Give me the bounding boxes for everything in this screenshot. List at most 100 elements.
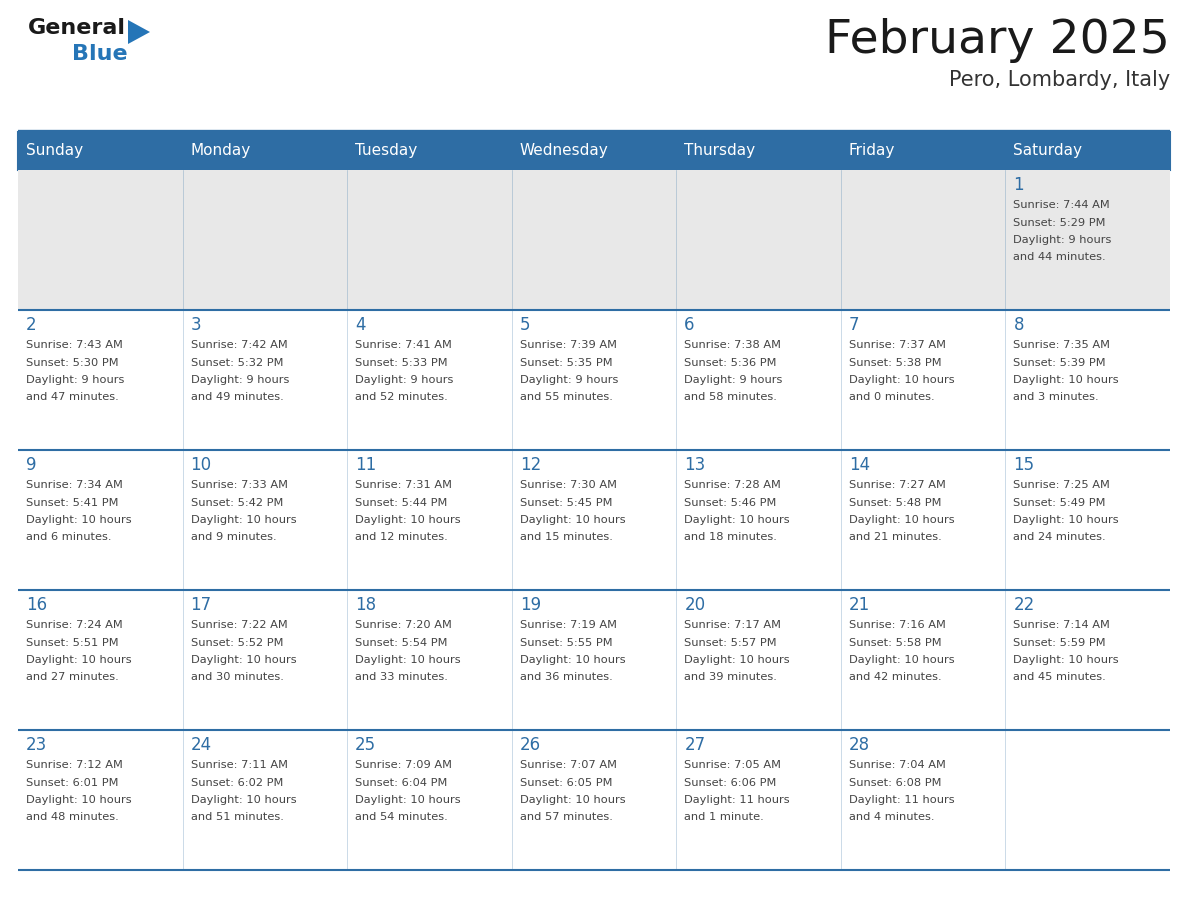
- Text: and 1 minute.: and 1 minute.: [684, 812, 764, 823]
- Text: and 39 minutes.: and 39 minutes.: [684, 673, 777, 682]
- Text: 3: 3: [190, 316, 201, 334]
- Bar: [18, 590, 1170, 730]
- Text: and 4 minutes.: and 4 minutes.: [849, 812, 934, 823]
- Text: Sunset: 5:46 PM: Sunset: 5:46 PM: [684, 498, 777, 508]
- Text: and 30 minutes.: and 30 minutes.: [190, 673, 284, 682]
- Text: and 44 minutes.: and 44 minutes.: [1013, 252, 1106, 263]
- Text: 24: 24: [190, 736, 211, 754]
- Text: 8: 8: [1013, 316, 1024, 334]
- Text: Sunrise: 7:05 AM: Sunrise: 7:05 AM: [684, 760, 782, 770]
- Text: 27: 27: [684, 736, 706, 754]
- Text: Sunrise: 7:24 AM: Sunrise: 7:24 AM: [26, 620, 122, 630]
- Text: and 6 minutes.: and 6 minutes.: [26, 532, 112, 543]
- Text: Daylight: 10 hours: Daylight: 10 hours: [684, 515, 790, 525]
- Text: Sunrise: 7:39 AM: Sunrise: 7:39 AM: [519, 340, 617, 350]
- Text: Sunset: 5:42 PM: Sunset: 5:42 PM: [190, 498, 283, 508]
- Text: Sunrise: 7:19 AM: Sunrise: 7:19 AM: [519, 620, 617, 630]
- Text: Sunset: 5:55 PM: Sunset: 5:55 PM: [519, 637, 612, 647]
- Text: and 48 minutes.: and 48 minutes.: [26, 812, 119, 823]
- Text: Saturday: Saturday: [1013, 143, 1082, 159]
- Text: Sunset: 5:57 PM: Sunset: 5:57 PM: [684, 637, 777, 647]
- Text: Sunrise: 7:38 AM: Sunrise: 7:38 AM: [684, 340, 782, 350]
- Text: Sunrise: 7:17 AM: Sunrise: 7:17 AM: [684, 620, 782, 630]
- Text: and 27 minutes.: and 27 minutes.: [26, 673, 119, 682]
- Text: and 0 minutes.: and 0 minutes.: [849, 393, 935, 402]
- Text: and 15 minutes.: and 15 minutes.: [519, 532, 613, 543]
- Text: Sunset: 6:02 PM: Sunset: 6:02 PM: [190, 778, 283, 788]
- Text: Daylight: 9 hours: Daylight: 9 hours: [519, 375, 618, 385]
- Text: 14: 14: [849, 456, 870, 474]
- Text: Sunrise: 7:25 AM: Sunrise: 7:25 AM: [1013, 480, 1111, 490]
- Text: Sunrise: 7:12 AM: Sunrise: 7:12 AM: [26, 760, 122, 770]
- Text: Daylight: 11 hours: Daylight: 11 hours: [684, 795, 790, 805]
- Text: 22: 22: [1013, 596, 1035, 614]
- Text: 17: 17: [190, 596, 211, 614]
- Text: Daylight: 10 hours: Daylight: 10 hours: [355, 515, 461, 525]
- Text: Daylight: 10 hours: Daylight: 10 hours: [190, 515, 296, 525]
- Text: Wednesday: Wednesday: [519, 143, 608, 159]
- Text: Daylight: 10 hours: Daylight: 10 hours: [190, 795, 296, 805]
- Text: Sunset: 5:32 PM: Sunset: 5:32 PM: [190, 357, 283, 367]
- Text: Sunset: 5:36 PM: Sunset: 5:36 PM: [684, 357, 777, 367]
- Text: Sunset: 5:59 PM: Sunset: 5:59 PM: [1013, 637, 1106, 647]
- Text: Sunset: 5:35 PM: Sunset: 5:35 PM: [519, 357, 612, 367]
- Text: Sunrise: 7:11 AM: Sunrise: 7:11 AM: [190, 760, 287, 770]
- Text: 5: 5: [519, 316, 530, 334]
- Text: and 49 minutes.: and 49 minutes.: [190, 393, 283, 402]
- Text: General: General: [29, 18, 126, 38]
- Text: Daylight: 10 hours: Daylight: 10 hours: [1013, 515, 1119, 525]
- Bar: [18, 730, 1170, 870]
- Bar: [18, 310, 1170, 450]
- Text: 21: 21: [849, 596, 870, 614]
- Text: Daylight: 10 hours: Daylight: 10 hours: [684, 655, 790, 665]
- Text: Sunset: 5:30 PM: Sunset: 5:30 PM: [26, 357, 119, 367]
- Text: Daylight: 10 hours: Daylight: 10 hours: [1013, 375, 1119, 385]
- Text: 19: 19: [519, 596, 541, 614]
- Text: Daylight: 9 hours: Daylight: 9 hours: [190, 375, 289, 385]
- Text: 18: 18: [355, 596, 377, 614]
- Text: Friday: Friday: [849, 143, 896, 159]
- Text: Pero, Lombardy, Italy: Pero, Lombardy, Italy: [949, 70, 1170, 90]
- Text: Sunrise: 7:30 AM: Sunrise: 7:30 AM: [519, 480, 617, 490]
- Text: 7: 7: [849, 316, 859, 334]
- Text: Sunrise: 7:07 AM: Sunrise: 7:07 AM: [519, 760, 617, 770]
- Text: 1: 1: [1013, 176, 1024, 194]
- Text: and 45 minutes.: and 45 minutes.: [1013, 673, 1106, 682]
- Text: Daylight: 10 hours: Daylight: 10 hours: [190, 655, 296, 665]
- Text: Sunset: 5:51 PM: Sunset: 5:51 PM: [26, 637, 119, 647]
- Text: Sunrise: 7:44 AM: Sunrise: 7:44 AM: [1013, 200, 1110, 210]
- Text: 2: 2: [26, 316, 37, 334]
- Text: Sunset: 5:44 PM: Sunset: 5:44 PM: [355, 498, 448, 508]
- Text: 15: 15: [1013, 456, 1035, 474]
- Text: Sunrise: 7:34 AM: Sunrise: 7:34 AM: [26, 480, 122, 490]
- Text: Sunday: Sunday: [26, 143, 83, 159]
- Text: and 24 minutes.: and 24 minutes.: [1013, 532, 1106, 543]
- Text: 9: 9: [26, 456, 37, 474]
- Text: Daylight: 10 hours: Daylight: 10 hours: [1013, 655, 1119, 665]
- Text: 23: 23: [26, 736, 48, 754]
- Text: Sunrise: 7:22 AM: Sunrise: 7:22 AM: [190, 620, 287, 630]
- Text: Daylight: 10 hours: Daylight: 10 hours: [519, 795, 625, 805]
- Text: Sunrise: 7:14 AM: Sunrise: 7:14 AM: [1013, 620, 1111, 630]
- Text: Sunset: 5:48 PM: Sunset: 5:48 PM: [849, 498, 941, 508]
- Text: Sunset: 5:29 PM: Sunset: 5:29 PM: [1013, 218, 1106, 228]
- Text: 10: 10: [190, 456, 211, 474]
- Text: and 47 minutes.: and 47 minutes.: [26, 393, 119, 402]
- Text: Daylight: 10 hours: Daylight: 10 hours: [26, 515, 132, 525]
- Text: Daylight: 10 hours: Daylight: 10 hours: [849, 515, 954, 525]
- Bar: [676, 132, 841, 170]
- Text: Sunrise: 7:31 AM: Sunrise: 7:31 AM: [355, 480, 453, 490]
- Text: and 21 minutes.: and 21 minutes.: [849, 532, 942, 543]
- Bar: [18, 132, 183, 170]
- Text: Sunrise: 7:35 AM: Sunrise: 7:35 AM: [1013, 340, 1111, 350]
- Bar: [347, 132, 512, 170]
- Text: and 54 minutes.: and 54 minutes.: [355, 812, 448, 823]
- Text: Monday: Monday: [190, 143, 251, 159]
- Text: Sunset: 5:41 PM: Sunset: 5:41 PM: [26, 498, 119, 508]
- Text: February 2025: February 2025: [826, 18, 1170, 63]
- Bar: [18, 132, 1170, 170]
- Text: Sunset: 5:38 PM: Sunset: 5:38 PM: [849, 357, 941, 367]
- Text: Daylight: 10 hours: Daylight: 10 hours: [519, 655, 625, 665]
- Text: Daylight: 10 hours: Daylight: 10 hours: [355, 795, 461, 805]
- Text: and 51 minutes.: and 51 minutes.: [190, 812, 284, 823]
